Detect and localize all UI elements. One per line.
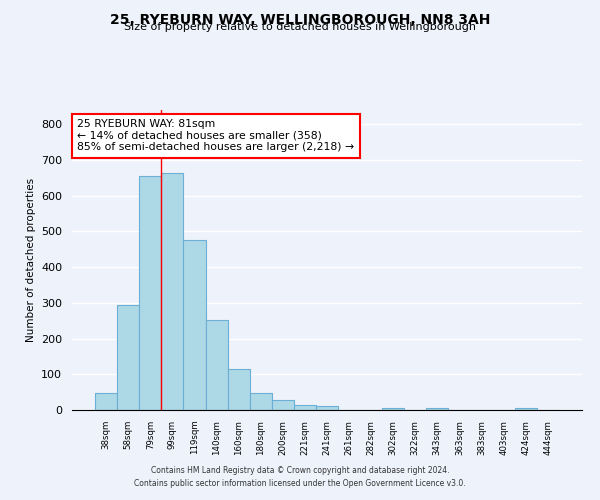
Bar	[95, 393, 117, 410]
Bar	[250, 392, 272, 410]
Bar	[294, 405, 316, 410]
Bar	[227, 370, 250, 410]
Bar	[161, 172, 184, 410]
Text: 25, RYEBURN WAY, WELLINGBOROUGH, NN8 3AH: 25, RYEBURN WAY, WELLINGBOROUGH, NN8 3AH	[110, 12, 490, 26]
Bar	[427, 408, 448, 410]
Bar	[316, 406, 338, 410]
Text: Size of property relative to detached houses in Wellingborough: Size of property relative to detached ho…	[124, 22, 476, 32]
Y-axis label: Number of detached properties: Number of detached properties	[26, 178, 35, 342]
Bar	[382, 408, 404, 410]
Bar	[272, 400, 294, 410]
Bar	[515, 408, 537, 410]
Bar	[139, 176, 161, 410]
Text: Contains HM Land Registry data © Crown copyright and database right 2024.
Contai: Contains HM Land Registry data © Crown c…	[134, 466, 466, 487]
Bar	[184, 240, 206, 410]
Bar	[206, 320, 227, 410]
Bar	[117, 306, 139, 410]
Text: 25 RYEBURN WAY: 81sqm
← 14% of detached houses are smaller (358)
85% of semi-det: 25 RYEBURN WAY: 81sqm ← 14% of detached …	[77, 119, 354, 152]
